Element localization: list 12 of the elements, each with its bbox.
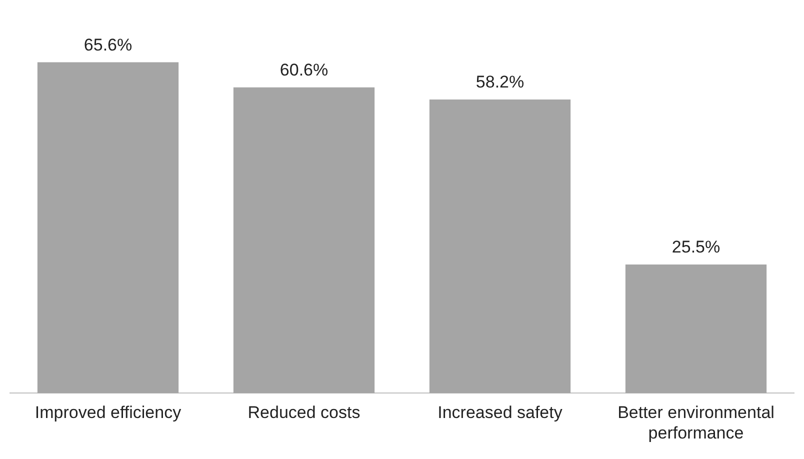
- bar: [625, 264, 767, 394]
- data-label: 60.6%: [280, 60, 328, 80]
- data-label: 25.5%: [672, 238, 720, 257]
- x-tick-label: Reduced costs: [248, 403, 360, 422]
- data-label: 65.6%: [84, 35, 132, 54]
- x-tick-label: Improved efficiency: [34, 403, 182, 422]
- bar: [429, 100, 571, 394]
- x-tick-label: Increased safety: [438, 403, 563, 422]
- bar: [233, 87, 375, 394]
- x-tick-label: Better environmental performance: [618, 403, 774, 442]
- bar: [37, 62, 179, 394]
- data-label: 58.2%: [476, 72, 524, 92]
